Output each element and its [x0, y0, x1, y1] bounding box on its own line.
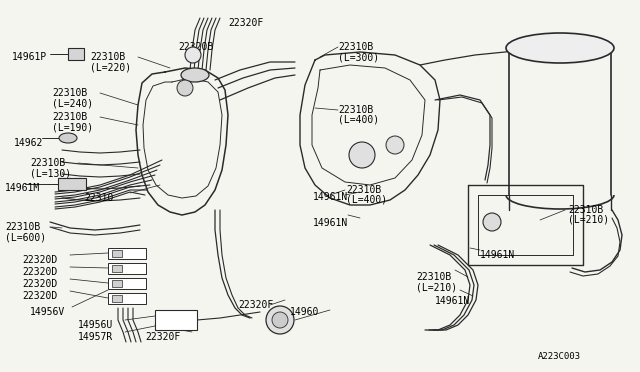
Text: 14961M: 14961M	[5, 183, 40, 193]
Text: 14957R: 14957R	[78, 332, 113, 342]
Text: 14956U: 14956U	[78, 320, 113, 330]
Text: 22320F: 22320F	[238, 300, 273, 310]
Text: 22310B: 22310B	[338, 105, 373, 115]
Text: (L=210): (L=210)	[568, 215, 609, 225]
Text: 22310B: 22310B	[568, 205, 604, 215]
Text: 14960: 14960	[290, 307, 319, 317]
Text: 22310B: 22310B	[52, 88, 87, 98]
Text: (L=210): (L=210)	[416, 282, 457, 292]
Text: 22310B: 22310B	[90, 52, 125, 62]
Text: 14961N: 14961N	[480, 250, 515, 260]
Text: 22310B: 22310B	[30, 158, 65, 168]
Circle shape	[272, 312, 288, 328]
Text: 14961N: 14961N	[435, 296, 470, 306]
Text: 22320F: 22320F	[228, 18, 263, 28]
Bar	[68, 48, 84, 60]
Bar	[108, 293, 146, 304]
Bar	[155, 310, 197, 330]
Text: (L=130): (L=130)	[30, 168, 71, 178]
Text: 14962: 14962	[14, 138, 44, 148]
Ellipse shape	[59, 133, 77, 143]
Text: 22320D: 22320D	[22, 291, 57, 301]
Text: 22320F: 22320F	[145, 332, 180, 342]
Text: 22310B: 22310B	[346, 185, 381, 195]
Text: 22310B: 22310B	[52, 112, 87, 122]
Text: (L=600): (L=600)	[5, 232, 46, 242]
Circle shape	[483, 213, 501, 231]
Bar	[108, 263, 146, 274]
Text: 14961N: 14961N	[313, 192, 348, 202]
Text: (L=400): (L=400)	[346, 195, 387, 205]
Text: 22320D: 22320D	[22, 279, 57, 289]
Text: (L=240): (L=240)	[52, 98, 93, 108]
Circle shape	[386, 136, 404, 154]
Bar	[112, 280, 122, 287]
Text: 22320D: 22320D	[22, 267, 57, 277]
Bar	[108, 278, 146, 289]
Text: 22320D: 22320D	[22, 255, 57, 265]
Bar	[112, 295, 122, 302]
Text: 14961N: 14961N	[313, 218, 348, 228]
Text: (L=190): (L=190)	[52, 122, 93, 132]
Text: A223C003: A223C003	[538, 352, 581, 361]
Circle shape	[266, 306, 294, 334]
Circle shape	[177, 80, 193, 96]
Text: 22310B: 22310B	[5, 222, 40, 232]
Bar	[108, 248, 146, 259]
Bar	[58, 178, 86, 190]
Text: (L=400): (L=400)	[338, 115, 379, 125]
Text: 22320B: 22320B	[178, 42, 213, 52]
Text: 22310: 22310	[84, 193, 113, 203]
Bar	[112, 250, 122, 257]
Circle shape	[349, 142, 375, 168]
Text: 22310B: 22310B	[416, 272, 451, 282]
Text: 22310B: 22310B	[338, 42, 373, 52]
Text: (L=220): (L=220)	[90, 62, 131, 72]
Bar	[112, 265, 122, 272]
Text: (L=300): (L=300)	[338, 52, 379, 62]
Text: 14956V: 14956V	[30, 307, 65, 317]
Text: 14961P: 14961P	[12, 52, 47, 62]
Circle shape	[185, 47, 201, 63]
Ellipse shape	[506, 33, 614, 63]
Ellipse shape	[181, 68, 209, 82]
